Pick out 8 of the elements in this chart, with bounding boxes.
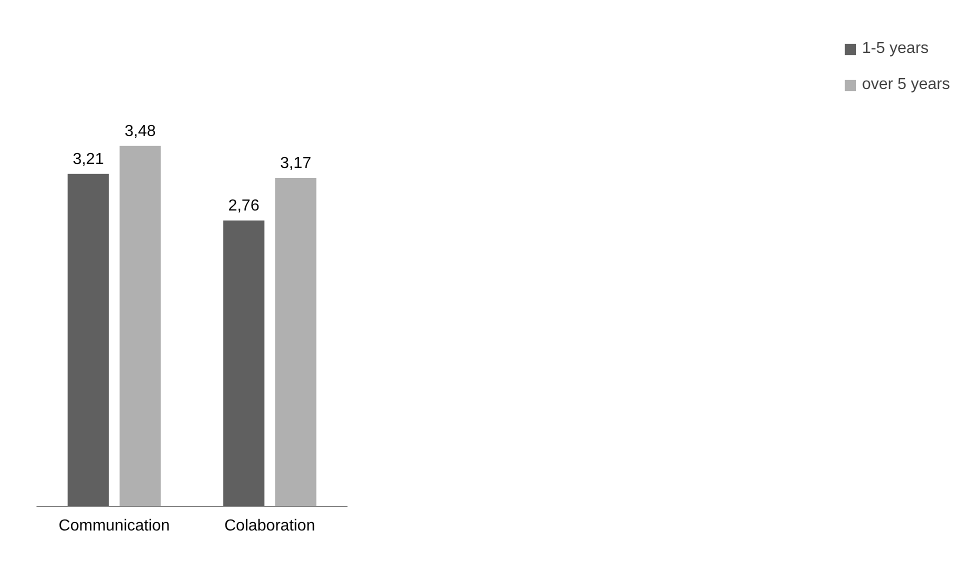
x-tick-label: Communication	[58, 518, 170, 534]
data-label: 2,76	[228, 198, 260, 214]
data-label: 3,48	[124, 122, 156, 140]
legend-label: over 5 years	[862, 76, 950, 94]
x-tick-label: Colaboration	[224, 518, 316, 534]
legend-label: 1-5 years	[862, 40, 929, 58]
data-label: 3,21	[72, 150, 104, 168]
data-label: 3,17	[280, 155, 312, 172]
